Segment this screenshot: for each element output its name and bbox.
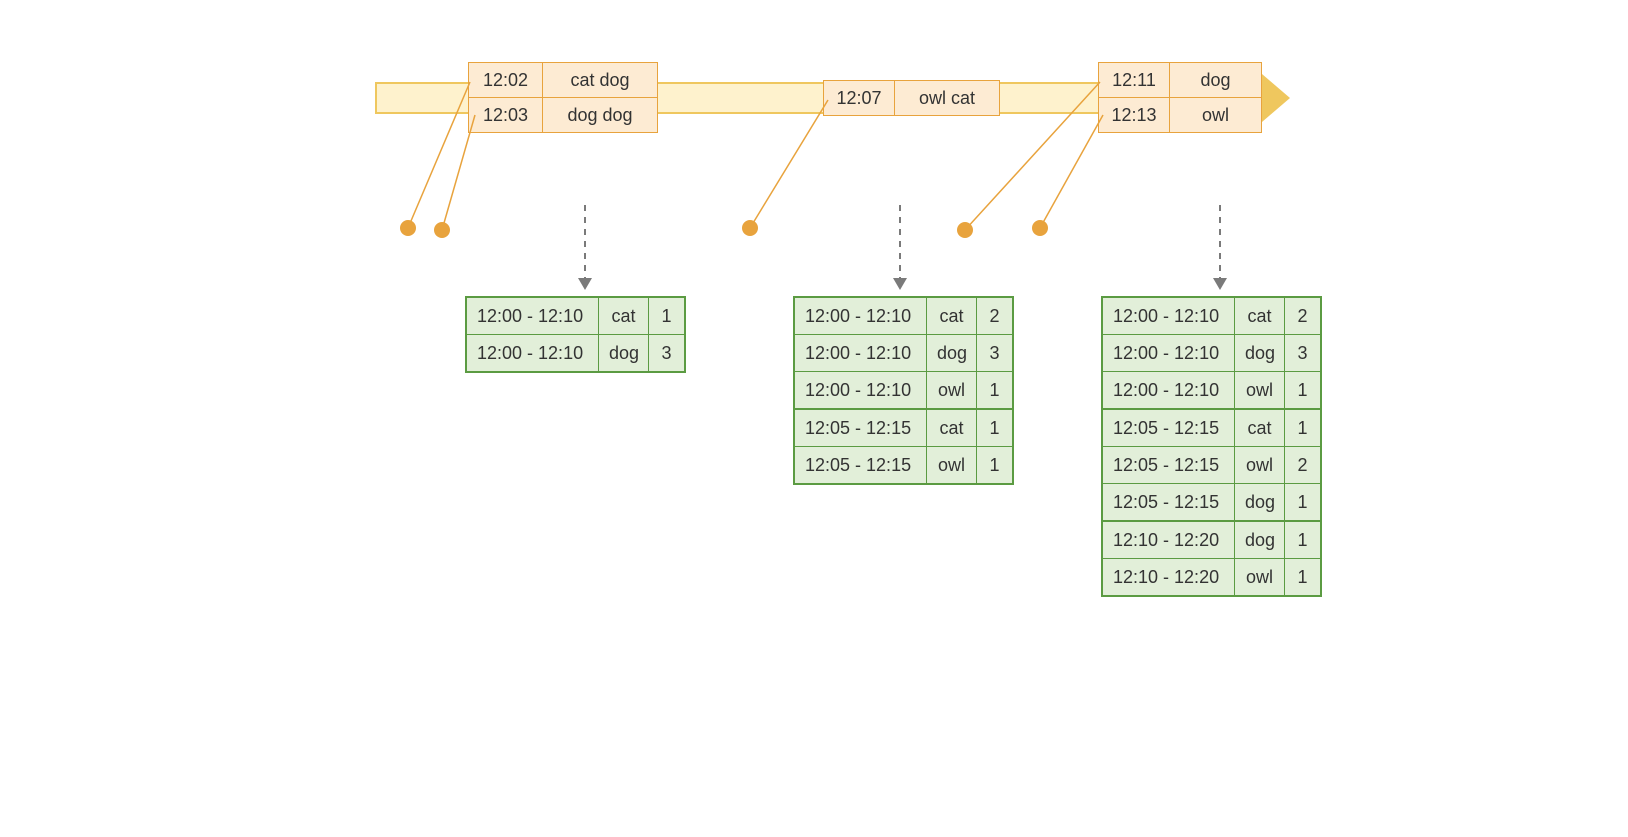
- result-count: 3: [649, 335, 684, 371]
- result-window: 12:05 - 12:15: [795, 447, 927, 483]
- result-window: 12:10 - 12:20: [1103, 559, 1235, 595]
- result-row: 12:05 - 12:15owl1: [795, 447, 1012, 483]
- event-time: 12:07: [823, 80, 895, 116]
- stream-event: 12:11dog12:13owl: [1098, 62, 1262, 133]
- result-key: cat: [1235, 298, 1285, 335]
- result-row: 12:05 - 12:15owl2: [1103, 447, 1320, 484]
- result-row: 12:05 - 12:15cat1: [795, 410, 1012, 447]
- connector-line: [750, 100, 828, 228]
- stream-event-row: 12:02cat dog: [468, 62, 658, 98]
- result-key: cat: [927, 410, 977, 447]
- connector-dot-icon: [400, 220, 416, 236]
- result-row: 12:05 - 12:15dog1: [1103, 484, 1320, 522]
- event-time: 12:02: [468, 62, 543, 98]
- result-row: 12:10 - 12:20dog1: [1103, 522, 1320, 559]
- result-window: 12:00 - 12:10: [1103, 298, 1235, 335]
- result-count: 3: [1285, 335, 1320, 372]
- result-window: 12:00 - 12:10: [1103, 335, 1235, 372]
- result-row: 12:00 - 12:10cat2: [1103, 298, 1320, 335]
- result-table: 12:00 - 12:10cat112:00 - 12:10dog3: [465, 296, 686, 373]
- stream-event-row: 12:07owl cat: [823, 80, 1000, 116]
- result-count: 2: [977, 298, 1012, 335]
- result-key: owl: [1235, 372, 1285, 410]
- result-row: 12:00 - 12:10owl1: [1103, 372, 1320, 410]
- connector-dot-icon: [957, 222, 973, 238]
- result-window: 12:00 - 12:10: [795, 298, 927, 335]
- result-window: 12:00 - 12:10: [795, 335, 927, 372]
- result-key: owl: [927, 372, 977, 410]
- result-row: 12:00 - 12:10dog3: [1103, 335, 1320, 372]
- result-window: 12:10 - 12:20: [1103, 522, 1235, 559]
- result-window: 12:05 - 12:15: [795, 410, 927, 447]
- result-key: dog: [1235, 484, 1285, 522]
- result-row: 12:00 - 12:10dog3: [467, 335, 684, 371]
- result-key: owl: [1235, 447, 1285, 484]
- result-window: 12:05 - 12:15: [1103, 484, 1235, 522]
- result-row: 12:00 - 12:10dog3: [795, 335, 1012, 372]
- result-row: 12:00 - 12:10owl1: [795, 372, 1012, 410]
- event-value: dog dog: [543, 98, 658, 133]
- result-window: 12:00 - 12:10: [1103, 372, 1235, 410]
- stream-event-row: 12:13owl: [1098, 98, 1262, 133]
- result-window: 12:05 - 12:15: [1103, 410, 1235, 447]
- result-count: 2: [1285, 447, 1320, 484]
- result-key: dog: [1235, 335, 1285, 372]
- result-count: 1: [1285, 484, 1320, 522]
- result-row: 12:00 - 12:10cat2: [795, 298, 1012, 335]
- result-key: owl: [927, 447, 977, 483]
- stream-event-row: 12:11dog: [1098, 62, 1262, 98]
- diagram-stage: 12:02cat dog12:03dog dog12:07owl cat12:1…: [0, 0, 1628, 837]
- event-value: owl cat: [895, 80, 1000, 116]
- result-window: 12:00 - 12:10: [467, 298, 599, 335]
- stream-event: 12:07owl cat: [823, 80, 1000, 116]
- connector-dot-icon: [434, 222, 450, 238]
- result-key: dog: [599, 335, 649, 371]
- event-value: owl: [1170, 98, 1262, 133]
- stream-event: 12:02cat dog12:03dog dog: [468, 62, 658, 133]
- result-count: 1: [1285, 372, 1320, 410]
- result-row: 12:10 - 12:20owl1: [1103, 559, 1320, 595]
- result-key: cat: [1235, 410, 1285, 447]
- result-count: 1: [977, 447, 1012, 483]
- result-table: 12:00 - 12:10cat212:00 - 12:10dog312:00 …: [1101, 296, 1322, 597]
- result-row: 12:05 - 12:15cat1: [1103, 410, 1320, 447]
- dashed-arrow-icon: [1213, 205, 1227, 290]
- event-value: dog: [1170, 62, 1262, 98]
- result-count: 1: [649, 298, 684, 335]
- connector-line: [1040, 115, 1103, 228]
- result-window: 12:05 - 12:15: [1103, 447, 1235, 484]
- result-window: 12:00 - 12:10: [795, 372, 927, 410]
- connector-dot-icon: [742, 220, 758, 236]
- result-count: 1: [1285, 559, 1320, 595]
- result-key: dog: [927, 335, 977, 372]
- result-count: 2: [1285, 298, 1320, 335]
- result-window: 12:00 - 12:10: [467, 335, 599, 371]
- event-time: 12:03: [468, 98, 543, 133]
- event-time: 12:11: [1098, 62, 1170, 98]
- result-count: 1: [977, 410, 1012, 447]
- event-time: 12:13: [1098, 98, 1170, 133]
- result-key: cat: [599, 298, 649, 335]
- result-key: dog: [1235, 522, 1285, 559]
- result-count: 1: [1285, 410, 1320, 447]
- stream-event-row: 12:03dog dog: [468, 98, 658, 133]
- result-count: 1: [1285, 522, 1320, 559]
- result-count: 3: [977, 335, 1012, 372]
- dashed-arrow-icon: [893, 205, 907, 290]
- result-table: 12:00 - 12:10cat212:00 - 12:10dog312:00 …: [793, 296, 1014, 485]
- result-count: 1: [977, 372, 1012, 410]
- event-value: cat dog: [543, 62, 658, 98]
- dashed-arrow-icon: [578, 205, 592, 290]
- connector-dot-icon: [1032, 220, 1048, 236]
- result-key: cat: [927, 298, 977, 335]
- result-key: owl: [1235, 559, 1285, 595]
- result-row: 12:00 - 12:10cat1: [467, 298, 684, 335]
